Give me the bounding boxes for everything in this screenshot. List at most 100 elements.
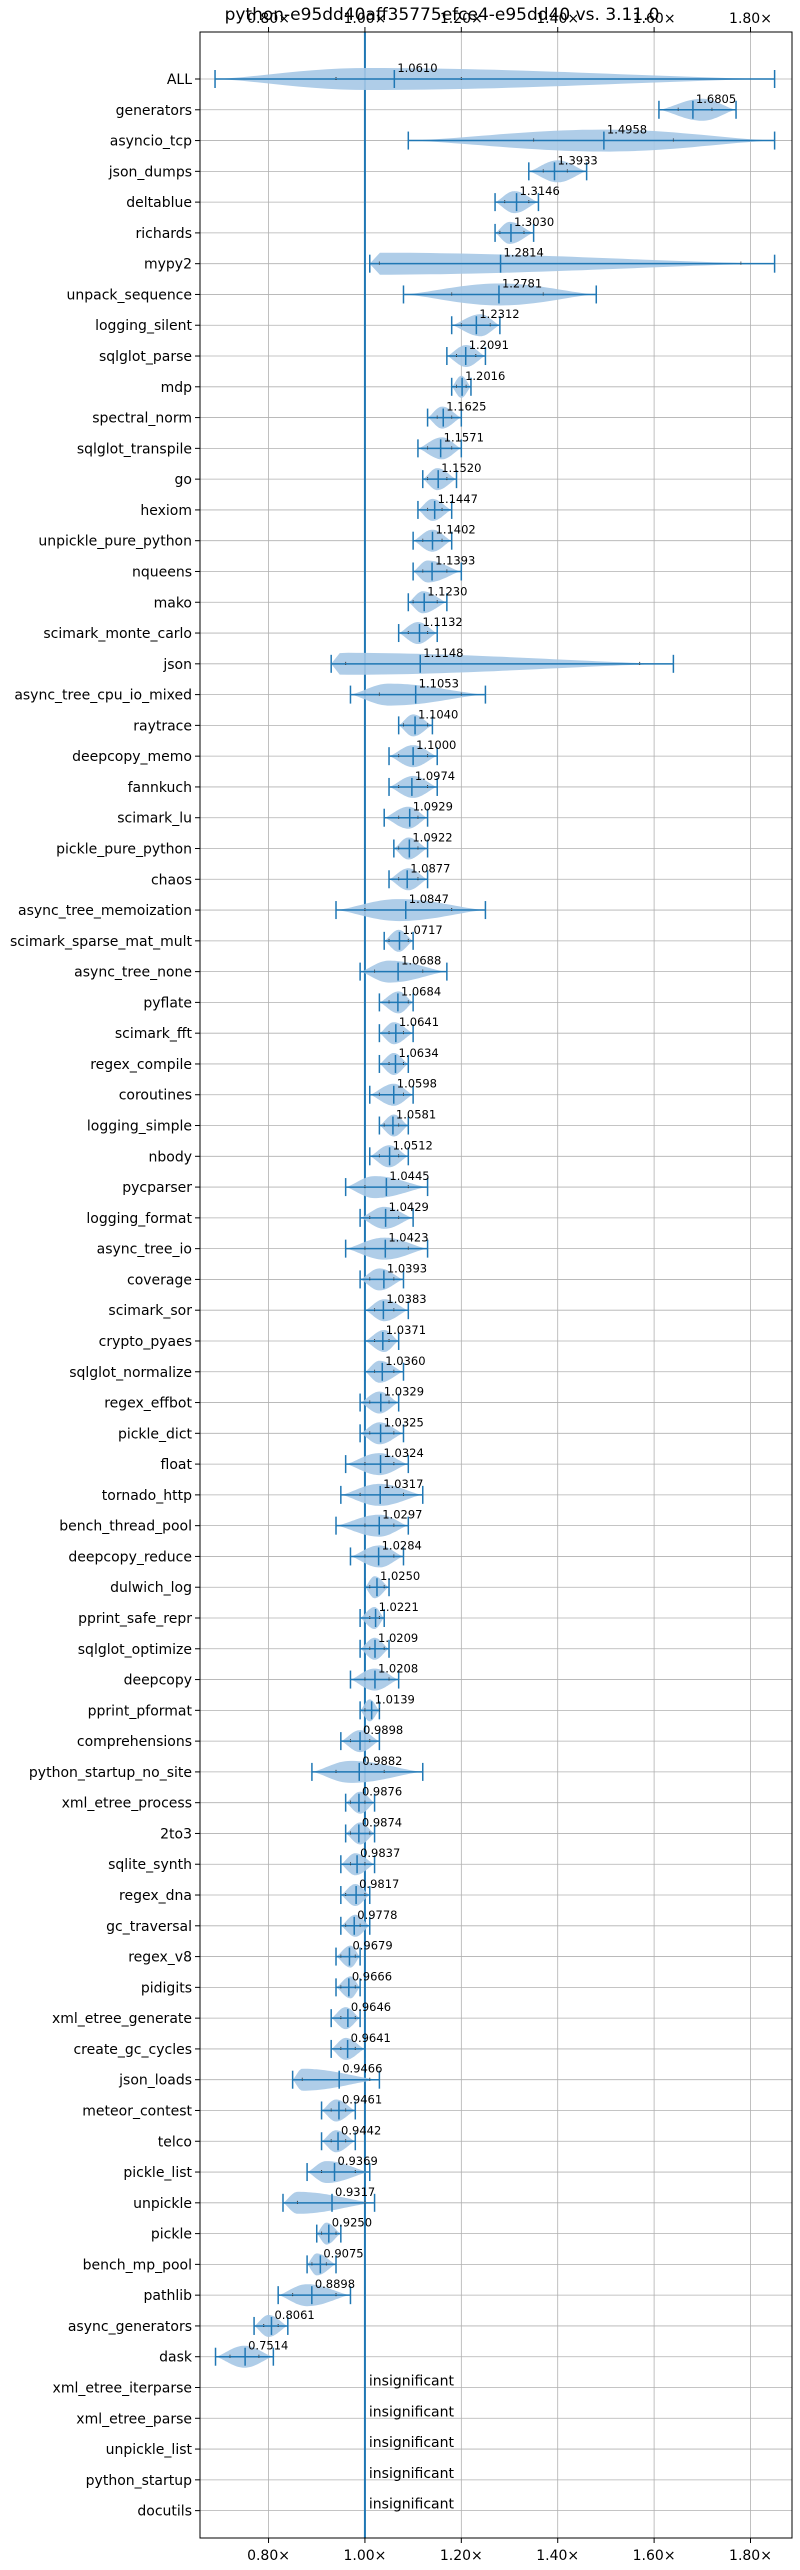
median-value-label: 1.1571 — [444, 430, 484, 444]
x-tick-label-bottom: 0.80× — [247, 2548, 290, 2564]
insignificant-label: insignificant — [369, 2466, 455, 2482]
median-value-label: 1.0610 — [397, 61, 437, 75]
median-value-label: 0.9317 — [335, 2185, 375, 2199]
y-tick-label: crypto_pyaes — [99, 1334, 192, 1350]
y-tick-label: sqlite_synth — [108, 1857, 192, 1873]
median-value-label: 1.0329 — [384, 1385, 424, 1399]
y-tick-label: async_tree_none — [74, 965, 192, 981]
median-value-label: 1.1230 — [427, 584, 467, 598]
y-tick-label: docutils — [137, 2504, 192, 2520]
x-tick-label-top: 1.20× — [440, 11, 483, 27]
y-tick-label: pycparser — [122, 1180, 192, 1196]
x-tick-label-top: 1.80× — [729, 11, 772, 27]
y-tick-label: async_generators — [68, 2319, 192, 2335]
median-value-label: 0.9666 — [352, 1969, 392, 1983]
y-tick-label: unpack_sequence — [67, 287, 192, 303]
y-tick-label: async_tree_io — [97, 1242, 192, 1258]
y-tick-label: pickle_pure_python — [56, 842, 192, 858]
median-value-label: 1.0360 — [385, 1354, 425, 1368]
median-value-label: 1.0929 — [413, 800, 453, 814]
median-value-label: 1.0325 — [384, 1415, 424, 1429]
median-value-label: 1.2814 — [504, 246, 544, 260]
median-value-label: 1.1148 — [423, 646, 463, 660]
median-value-label: 0.9778 — [357, 1908, 397, 1922]
insignificant-label: insignificant — [369, 2374, 455, 2390]
median-value-label: 0.9837 — [360, 1846, 400, 1860]
y-tick-label: ALL — [167, 72, 192, 88]
median-value-label: 1.0139 — [375, 1692, 415, 1706]
median-value-label: 1.0423 — [388, 1231, 428, 1245]
x-tick-label-top: 1.60× — [633, 11, 676, 27]
chart-title: python-e95dd40aff35775efce4-e95dd40 vs. … — [225, 5, 660, 25]
y-tick-label: scimark_fft — [115, 1026, 193, 1042]
median-value-label: 1.4958 — [607, 123, 647, 137]
y-tick-label: go — [175, 472, 192, 488]
median-value-label: 1.0383 — [386, 1292, 426, 1306]
median-value-label: 1.0684 — [401, 984, 441, 998]
median-value-label: 0.9817 — [359, 1877, 399, 1891]
x-tick-labels: 0.80× 0.80× 1.00× 1.00× 1.20× 1.20× 1.40× 1.40×… — [247, 11, 772, 2564]
median-value-label: 0.8898 — [315, 2277, 355, 2291]
median-value-label: 1.1625 — [446, 400, 486, 414]
y-tick-label: scimark_monte_carlo — [43, 626, 192, 642]
median-value-label: 1.0581 — [396, 1108, 436, 1122]
median-value-label: 1.3933 — [557, 153, 597, 167]
y-tick-label: float — [161, 1457, 193, 1473]
median-value-label: 0.8061 — [274, 2308, 314, 2322]
y-tick-label: regex_compile — [90, 1057, 192, 1073]
x-tick-label-bottom: 1.80× — [729, 2548, 772, 2564]
median-value-label: 1.1447 — [438, 492, 478, 506]
median-value-label: 0.9369 — [338, 2154, 378, 2168]
y-tick-label: sqlglot_parse — [99, 349, 192, 365]
median-value-label: 1.1040 — [418, 707, 458, 721]
y-tick-label: telco — [158, 2134, 192, 2150]
median-value-label: 1.1402 — [436, 523, 476, 537]
y-tick-label: asyncio_tcp — [110, 134, 192, 150]
median-value-label: 1.0317 — [383, 1477, 423, 1491]
y-tick-label: pprint_safe_repr — [78, 1611, 192, 1627]
median-value-label: 0.9250 — [332, 2216, 372, 2230]
y-tick-label: json — [162, 657, 192, 673]
y-tick-label: comprehensions — [77, 1734, 192, 1750]
y-tick-label: unpickle_pure_python — [38, 534, 192, 550]
y-tick-label: raytrace — [133, 718, 192, 734]
median-value-label: 1.0324 — [384, 1446, 424, 1460]
y-tick-label: bench_mp_pool — [83, 2257, 192, 2273]
y-tick-label: async_tree_cpu_io_mixed — [14, 688, 192, 704]
y-tick-label: deepcopy_memo — [72, 749, 192, 765]
y-tick-label: regex_v8 — [128, 1950, 192, 1966]
y-tick-label: meteor_contest — [82, 2103, 192, 2119]
y-tick-label: pickle_list — [123, 2165, 192, 2181]
median-value-label: 1.0974 — [415, 769, 455, 783]
y-tick-label: pickle_dict — [118, 1426, 193, 1442]
y-tick-label: regex_effbot — [104, 1396, 192, 1412]
median-value-label: 1.0371 — [386, 1323, 426, 1337]
median-value-label: 1.0598 — [397, 1077, 437, 1091]
median-value-label: 0.9075 — [323, 2246, 363, 2260]
y-tick-label: sqlglot_transpile — [77, 441, 192, 457]
x-tick-label-bottom: 1.00× — [343, 2548, 386, 2564]
y-tick-label: deepcopy — [124, 1673, 192, 1689]
y-tick-label: mako — [154, 595, 192, 611]
y-tick-label: logging_format — [86, 1211, 192, 1227]
y-tick-label: coroutines — [119, 1088, 192, 1104]
grid-layer — [200, 32, 792, 2538]
x-tick-label-top: 1.40× — [536, 11, 579, 27]
whisker-layer — [214, 70, 776, 2366]
median-value-label: 0.9442 — [341, 2123, 381, 2137]
x-tick-label-bottom: 1.20× — [440, 2548, 483, 2564]
y-tick-label: chaos — [151, 872, 192, 888]
y-tick-label: python_startup_no_site — [29, 1765, 192, 1781]
median-value-label: 0.9679 — [352, 1939, 392, 1953]
median-value-label: 1.0641 — [399, 1015, 439, 1029]
y-tick-label: pprint_pformat — [88, 1703, 193, 1719]
y-tick-label: 2to3 — [160, 1826, 192, 1842]
median-value-label: 0.9876 — [362, 1785, 402, 1799]
median-value-label: 0.7514 — [248, 2339, 288, 2353]
median-value-label: 1.2091 — [469, 338, 509, 352]
y-tick-label: mypy2 — [144, 257, 192, 273]
median-value-label: 1.0877 — [410, 861, 450, 875]
median-value-label: 1.2781 — [502, 276, 542, 290]
y-tick-label: pidigits — [141, 1980, 192, 1996]
insignificant-label: insignificant — [369, 2404, 455, 2420]
